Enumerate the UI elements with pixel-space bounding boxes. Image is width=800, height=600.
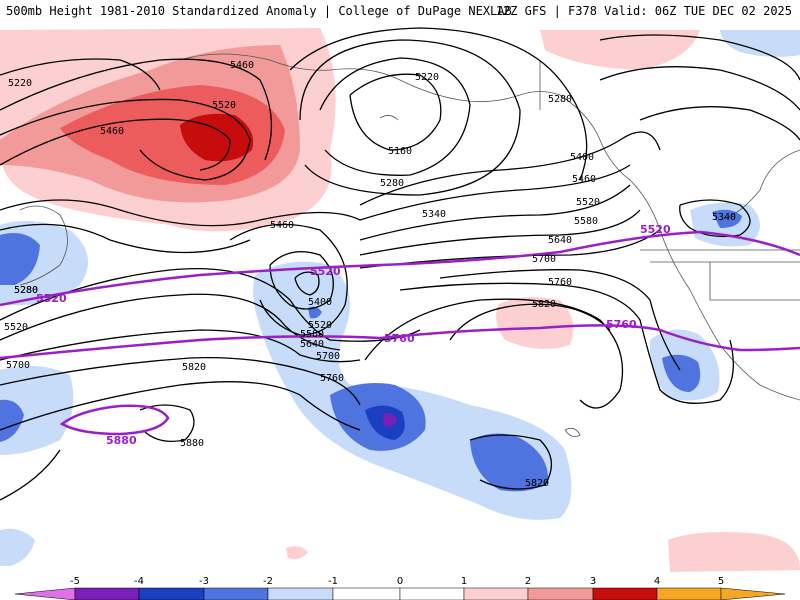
label-5280-b: 5280 (548, 94, 572, 105)
label-purple-5520-a: 5520 (310, 265, 341, 278)
neg-anomaly-west-2 (0, 366, 74, 455)
label-5340-a: 5340 (422, 209, 446, 220)
label-5700-a: 5700 (532, 254, 556, 265)
swatch-neg1 (267, 587, 334, 600)
neg2-anomaly-west (0, 232, 40, 285)
neg2-anomaly-blob (308, 306, 322, 319)
colorbar: -5 -4 -3 -2 -1 0 1 2 3 4 5 (0, 574, 800, 600)
pos-anomaly-small-2 (668, 532, 800, 572)
tick-neg4: -4 (134, 576, 144, 587)
anomaly-shading (0, 28, 800, 572)
label-purple-5760-a: 5760 (384, 332, 415, 345)
pos-anomaly-1-east (540, 30, 700, 70)
contour-labels: 5220 5460 5520 5460 5220 5160 5280 5280 … (4, 60, 736, 489)
map-title: 500mb Height 1981-2010 Standardized Anom… (6, 4, 512, 18)
label-5460-d: 5460 (270, 220, 294, 231)
label-5460-b: 5460 (100, 126, 124, 137)
neg4-anomaly-center (383, 412, 397, 428)
height-contours (0, 27, 800, 501)
label-5340-b: 5340 (712, 212, 736, 223)
tick-3: 3 (590, 576, 596, 587)
swatch-neutral-pos (399, 587, 465, 600)
tick-neg5: -5 (70, 576, 80, 587)
tick-neg2: -2 (263, 576, 273, 587)
purple-contours (0, 230, 800, 436)
swatch-pos1 (463, 587, 529, 600)
label-5580-b: 5580 (300, 329, 324, 340)
pos-anomaly-small-3 (286, 546, 308, 560)
label-5640-b: 5640 (300, 339, 324, 350)
label-5160: 5160 (388, 146, 412, 157)
label-purple-5520-b: 5520 (36, 292, 67, 305)
label-5520-c: 5520 (308, 320, 332, 331)
label-5460-c: 5460 (572, 174, 596, 185)
anomaly-map: 5220 5460 5520 5460 5220 5160 5280 5280 … (0, 22, 800, 578)
swatch-neg2 (203, 587, 269, 600)
neg2-anomaly-se (470, 433, 549, 492)
swatch-pos3 (592, 587, 658, 600)
label-5520-a: 5520 (212, 100, 236, 111)
pos-anomaly-small-1 (496, 296, 574, 349)
neg-anomaly-top (720, 30, 800, 57)
tick-2: 2 (525, 576, 531, 587)
swatch-neutral-neg (332, 587, 401, 600)
label-5700-c: 5700 (6, 360, 30, 371)
tick-5: 5 (718, 576, 724, 587)
label-5280-c: 5280 (14, 285, 38, 296)
label-5820-a: 5820 (532, 299, 556, 310)
swatch-pos2 (527, 587, 594, 600)
tick-4: 4 (654, 576, 660, 587)
label-5760-a: 5760 (548, 277, 572, 288)
colorbar-swatches (14, 587, 786, 600)
label-5520-b: 5520 (576, 197, 600, 208)
label-5400-b: 5400 (308, 297, 332, 308)
neg2-anomaly-ne (712, 209, 742, 228)
swatch-neg3 (138, 587, 205, 600)
label-5820-c: 5820 (525, 478, 549, 489)
label-5700-b: 5700 (316, 351, 340, 362)
label-5280-d: 5280 (14, 285, 38, 296)
label-purple-5760-b: 5760 (606, 318, 637, 331)
swatch-pos5 (720, 587, 786, 600)
neg2-anomaly-east (662, 354, 701, 392)
label-5880-black: 5880 (180, 438, 204, 449)
tick-neg1: -1 (328, 576, 338, 587)
swatch-neg4 (74, 587, 140, 600)
label-5760-b: 5760 (320, 373, 344, 384)
valid-time: 12Z GFS | F378 Valid: 06Z TUE DEC 02 202… (495, 4, 792, 18)
label-5580-a: 5580 (574, 216, 598, 227)
label-purple-5520-c: 5520 (640, 223, 671, 236)
neg-anomaly-corner (0, 528, 35, 566)
neg2-anomaly-west-2 (0, 399, 24, 442)
label-5520-d: 5520 (4, 322, 28, 333)
label-purple-5880: 5880 (106, 434, 137, 447)
swatch-pos4 (656, 587, 722, 600)
label-5460-a: 5460 (230, 60, 254, 71)
pos-anomaly-4 (180, 113, 254, 162)
label-5280-a: 5280 (380, 178, 404, 189)
label-5220-b: 5220 (415, 72, 439, 83)
colorbar-labels: -5 -4 -3 -2 -1 0 1 2 3 4 5 (70, 576, 724, 587)
map-header: 500mb Height 1981-2010 Standardized Anom… (0, 0, 800, 22)
label-5220-a: 5220 (8, 78, 32, 89)
tick-neg3: -3 (199, 576, 209, 587)
tick-0: 0 (397, 576, 403, 587)
label-5640-a: 5640 (548, 235, 572, 246)
label-5400-a: 5400 (570, 152, 594, 163)
tick-1: 1 (461, 576, 467, 587)
coastlines (19, 53, 800, 438)
label-5820-b: 5820 (182, 362, 206, 373)
